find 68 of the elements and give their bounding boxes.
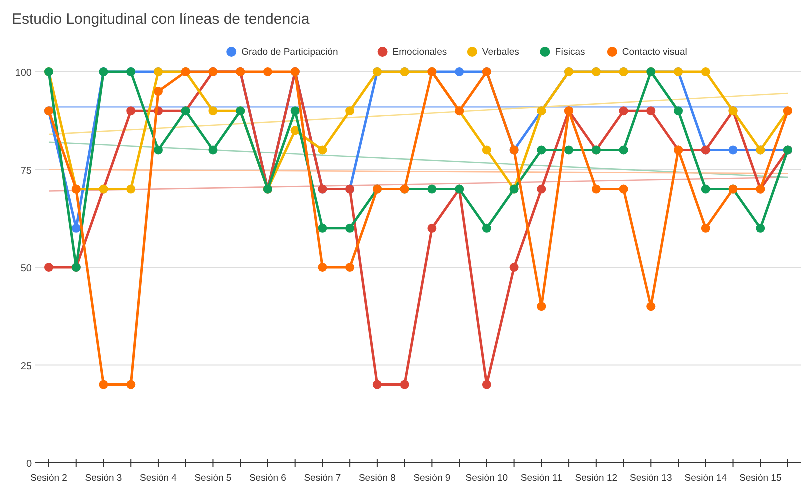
x-tick-label: Sesión 3 — [85, 473, 122, 483]
point — [701, 184, 710, 194]
point — [44, 263, 54, 272]
chart-title: Estudio Longitudinal con líneas de tendencia — [12, 11, 310, 28]
x-tick-label: Sesión 14 — [684, 473, 728, 483]
x-tick-label: Sesión 4 — [140, 473, 177, 483]
legend-label: Grado de Participación — [242, 47, 338, 58]
point — [318, 263, 328, 272]
point — [674, 106, 684, 116]
x-tick-label: Sesión 12 — [575, 473, 618, 483]
point — [482, 146, 492, 155]
x-tick-label: Sesión 8 — [358, 473, 396, 483]
point — [482, 380, 492, 390]
point — [619, 146, 628, 155]
x-tick-label: Sesión 7 — [304, 473, 342, 483]
x-tick-label: Sesión 13 — [630, 473, 672, 483]
point — [208, 106, 218, 116]
point — [537, 302, 546, 312]
legend-label: Contacto visual — [622, 47, 688, 58]
point — [428, 224, 437, 233]
y-tick-label: 0 — [26, 459, 32, 470]
x-tick-label: Sesión 10 — [466, 473, 508, 483]
legend-label: Físicas — [555, 47, 586, 58]
point — [510, 263, 519, 272]
legend-label: Emocionales — [392, 47, 448, 58]
point — [646, 106, 656, 116]
point — [346, 106, 355, 116]
point — [701, 68, 710, 76]
legend-label: Verbales — [482, 47, 520, 58]
point — [564, 146, 574, 155]
point — [290, 106, 300, 116]
y-tick-label: 50 — [20, 264, 32, 274]
point — [154, 87, 163, 96]
point — [400, 380, 410, 390]
point — [99, 380, 108, 390]
point — [72, 224, 81, 233]
point — [455, 68, 464, 76]
x-tick-label: Sesión 11 — [520, 473, 562, 483]
point — [592, 184, 601, 194]
point — [619, 106, 628, 116]
point — [126, 380, 136, 390]
point — [619, 184, 628, 194]
y-tick-label: 75 — [20, 166, 32, 177]
point — [756, 224, 766, 233]
point — [126, 106, 136, 116]
point — [728, 146, 738, 155]
point — [263, 68, 272, 76]
point — [208, 146, 218, 155]
point — [701, 224, 710, 233]
y-tick-label: 100 — [15, 68, 32, 79]
y-tick-label: 25 — [20, 361, 32, 372]
x-tick-label: Sesión 6 — [249, 473, 286, 483]
point — [346, 224, 355, 233]
point — [537, 184, 546, 194]
point — [537, 146, 546, 155]
point — [154, 146, 163, 155]
x-tick-label: Sesión 5 — [194, 473, 232, 483]
point — [318, 224, 328, 233]
x-tick-label: Sesión 15 — [739, 473, 782, 483]
x-tick-label: Sesión 2 — [30, 473, 68, 483]
point — [646, 302, 656, 312]
point — [482, 224, 492, 233]
point — [318, 146, 328, 155]
x-tick-label: Sesión 9 — [414, 473, 451, 483]
point — [428, 184, 437, 194]
point — [372, 380, 382, 390]
point — [346, 263, 355, 272]
point — [126, 184, 136, 194]
